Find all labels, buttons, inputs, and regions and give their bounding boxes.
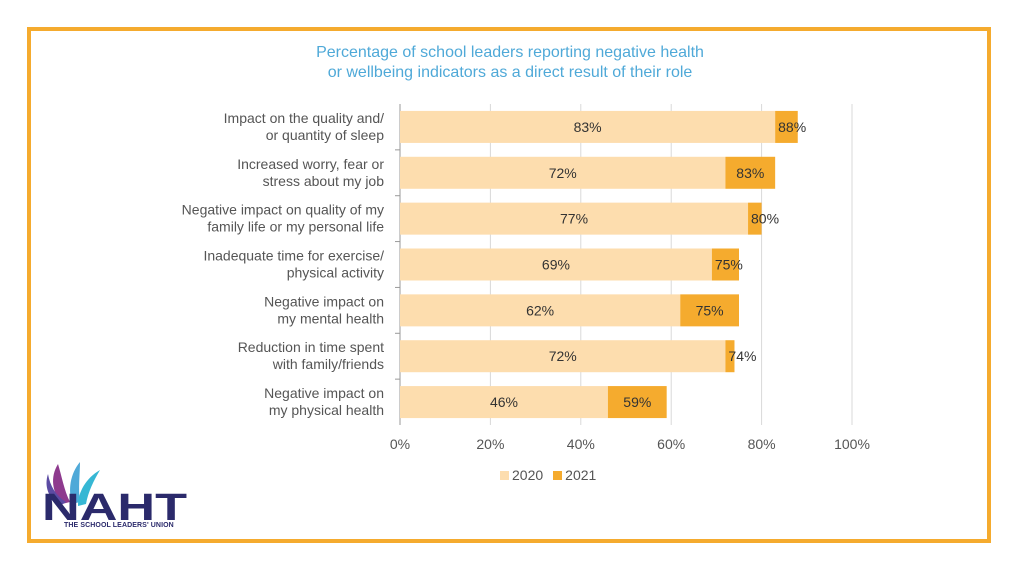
logo-tagline: THE SCHOOL LEADERS' UNION bbox=[64, 522, 174, 529]
logo-text: NAHT bbox=[42, 487, 187, 529]
value-label-2021: 83% bbox=[736, 165, 764, 181]
bar-2020 bbox=[400, 340, 726, 373]
bar-2020 bbox=[400, 386, 608, 419]
bar-2021 bbox=[607, 386, 667, 419]
category-label: Inadequate time for exercise/physical ac… bbox=[203, 248, 384, 281]
x-tick-label: 80% bbox=[748, 436, 776, 452]
value-label-2020: 72% bbox=[549, 348, 577, 364]
legend-label-2021: 2021 bbox=[565, 467, 597, 483]
x-tick-label: 0% bbox=[390, 436, 410, 452]
value-label-2021: 75% bbox=[715, 257, 743, 273]
bar-2020 bbox=[400, 294, 681, 327]
legend: 2020 2021 bbox=[500, 467, 596, 483]
bar-2021 bbox=[725, 340, 735, 373]
x-tick-label: 40% bbox=[567, 436, 595, 452]
legend-swatch-2020 bbox=[500, 470, 509, 480]
value-label-2021: 80% bbox=[751, 211, 779, 227]
category-label: Negative impact on my physical health bbox=[264, 385, 384, 418]
x-tick-label: 20% bbox=[476, 436, 504, 452]
legend-item-2020: 2020 bbox=[500, 467, 543, 483]
value-label-2021: 75% bbox=[696, 302, 724, 318]
value-label-2020: 62% bbox=[526, 302, 554, 318]
bar-2020 bbox=[400, 156, 726, 189]
x-tick-label: 60% bbox=[657, 436, 685, 452]
chart-title: Percentage of school leaders reporting n… bbox=[250, 43, 770, 83]
value-label-2020: 46% bbox=[490, 394, 518, 410]
value-label-2020: 83% bbox=[574, 119, 602, 135]
naht-logo: NAHT bbox=[42, 462, 187, 529]
bar-2021 bbox=[725, 156, 776, 189]
category-label: Negative impact on my mental health bbox=[264, 293, 384, 326]
bar-2020 bbox=[400, 110, 776, 143]
category-label: Reduction in time spent with family/frien… bbox=[238, 339, 384, 372]
legend-item-2021: 2021 bbox=[553, 467, 596, 483]
legend-label-2020: 2020 bbox=[512, 467, 544, 483]
legend-swatch-2021 bbox=[553, 470, 563, 480]
bar-2021 bbox=[711, 248, 739, 281]
value-label-2021: 88% bbox=[778, 119, 806, 135]
value-label-2020: 77% bbox=[560, 211, 588, 227]
category-label: Negative impact on quality of my family l… bbox=[182, 202, 385, 235]
value-label-2020: 72% bbox=[549, 165, 577, 181]
bar-2020 bbox=[400, 202, 749, 235]
chart-title-line-2: or wellbeing indicators as a direct resu… bbox=[327, 64, 693, 81]
bar-2020 bbox=[400, 248, 712, 281]
bar-2021 bbox=[680, 294, 739, 327]
category-label: Impact on the quality and/or quantity of… bbox=[224, 110, 385, 143]
value-label-2021: 59% bbox=[623, 394, 651, 410]
bar-2021 bbox=[748, 202, 762, 235]
chart-title-line-1: Percentage of school leaders reporting n… bbox=[316, 44, 704, 61]
category-label: Increased worry, fear or stress about my … bbox=[237, 156, 384, 189]
bar-2021 bbox=[775, 110, 798, 143]
value-label-2021: 74% bbox=[728, 348, 756, 364]
value-label-2020: 69% bbox=[542, 257, 570, 273]
x-tick-label: 100% bbox=[834, 436, 870, 452]
